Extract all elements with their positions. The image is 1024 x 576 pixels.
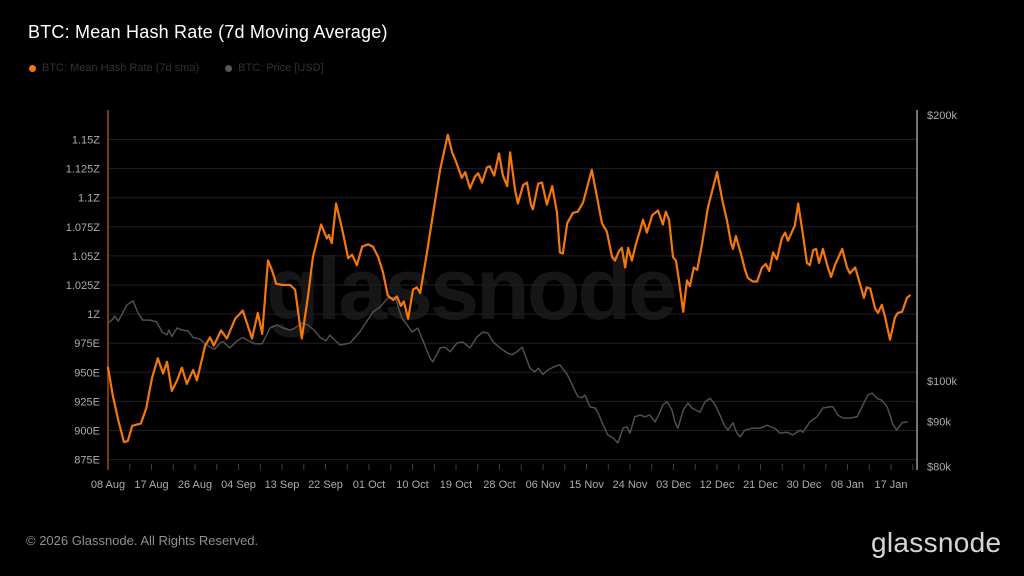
y-left-tick-label: 950E	[74, 367, 100, 379]
y-left-tick-label: 975E	[74, 338, 100, 350]
hashrate-dot-icon	[29, 64, 36, 72]
y-left-tick-label: 1.025Z	[66, 280, 101, 292]
x-tick-label: 24 Nov	[613, 479, 648, 491]
y-left-tick-label: 1.1Z	[78, 193, 100, 205]
legend-item-price[interactable]: BTC: Price [USD]	[225, 62, 324, 74]
y-left-tick-label: 1.15Z	[72, 135, 100, 147]
x-tick-label: 17 Aug	[134, 479, 168, 491]
x-tick-label: 08 Aug	[91, 479, 125, 491]
x-tick-label: 17 Jan	[874, 479, 907, 491]
y-right-tick-label: $100k	[927, 376, 957, 388]
x-tick-label: 30 Dec	[787, 479, 822, 491]
x-tick-label: 12 Dec	[700, 479, 735, 491]
y-left-tick-label: 875E	[74, 455, 100, 467]
y-left-tick-label: 925E	[74, 396, 100, 408]
x-tick-label: 10 Oct	[396, 479, 428, 491]
x-tick-label: 28 Oct	[483, 479, 515, 491]
price-dot-icon	[225, 64, 233, 72]
y-left-tick-label: 1.05Z	[72, 251, 100, 263]
y-left-tick-label: 1.125Z	[66, 164, 101, 176]
x-tick-label: 03 Dec	[656, 479, 691, 491]
page-title: BTC: Mean Hash Rate (7d Moving Average)	[28, 22, 388, 42]
y-left-tick-label: 1.075Z	[66, 222, 101, 234]
y-left-tick-label: 1Z	[87, 309, 100, 321]
x-tick-label: 06 Nov	[526, 479, 561, 491]
legend-label-price: BTC: Price [USD]	[238, 62, 324, 74]
legend-label-hashrate: BTC: Mean Hash Rate (7d sma)	[42, 62, 200, 74]
y-right-tick-label: $80k	[927, 462, 951, 474]
x-tick-label: 22 Sep	[308, 479, 343, 491]
x-tick-label: 15 Nov	[569, 479, 604, 491]
price-line	[107, 296, 908, 444]
x-tick-label: 26 Aug	[178, 479, 212, 491]
x-tick-label: 19 Oct	[440, 479, 472, 491]
x-tick-label: 21 Dec	[743, 479, 778, 491]
hashrate-line	[106, 133, 912, 444]
y-right-tick-label: $90k	[927, 416, 951, 428]
glassnode-logo: glassnode	[871, 527, 1002, 558]
footer-copyright: © 2026 Glassnode. All Rights Reserved.	[26, 533, 259, 548]
x-tick-label: 04 Sep	[221, 479, 256, 491]
x-tick-label: 13 Sep	[265, 479, 300, 491]
legend: BTC: Mean Hash Rate (7d sma) BTC: Price …	[29, 62, 324, 74]
x-tick-label: 01 Oct	[353, 479, 385, 491]
x-tick-label: 08 Jan	[831, 479, 864, 491]
y-right-tick-label: $200k	[927, 110, 957, 122]
y-left-tick-label: 900E	[74, 426, 100, 438]
legend-item-hashrate[interactable]: BTC: Mean Hash Rate (7d sma)	[29, 62, 199, 74]
